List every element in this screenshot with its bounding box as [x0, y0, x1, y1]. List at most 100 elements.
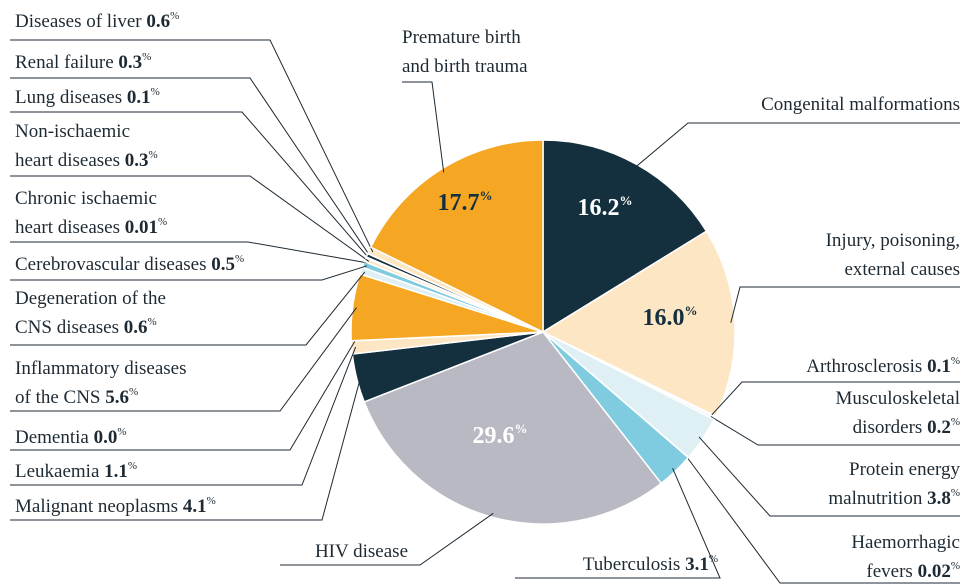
unit: %: [158, 216, 167, 228]
unit: %: [207, 495, 216, 507]
value-label: 0.02: [918, 561, 951, 582]
label-text: heart diseases: [15, 217, 120, 238]
value-label: 0.3: [125, 150, 149, 171]
label-text: Injury, poisoning,: [826, 230, 960, 251]
value-label: 17.7: [438, 190, 480, 216]
leader-line: [634, 122, 960, 169]
unit: %: [142, 51, 151, 63]
unit: %: [951, 487, 960, 499]
label-text: fevers: [866, 561, 912, 582]
leader-line: [10, 265, 368, 281]
slice-label: heart diseases 0.01%: [15, 216, 167, 238]
slice-label: Lung diseases 0.1%: [15, 86, 160, 108]
label-text: Malignant neoplasms: [15, 496, 178, 517]
unit: %: [709, 553, 718, 565]
leader-line: [711, 381, 960, 416]
value-label: 0.1: [927, 356, 951, 377]
value-label: 16.2: [578, 195, 620, 221]
label-text: Diseases of liver: [15, 11, 142, 32]
leader-line: [684, 454, 960, 584]
label-text: Cerebrovascular diseases: [15, 254, 207, 275]
unit: %: [235, 253, 244, 265]
unit: %: [117, 426, 126, 438]
pie-slice: [542, 139, 708, 334]
unit: %: [951, 355, 960, 367]
slice-label: Congenital malformations: [761, 94, 960, 115]
leader-line: [10, 241, 369, 264]
slice-label: malnutrition 3.8%: [828, 487, 960, 509]
leader-line: [10, 111, 371, 260]
leader-line: [280, 512, 494, 566]
slice-label: Dementia 0.0%: [15, 426, 127, 448]
unit: %: [129, 386, 138, 398]
slice-value: 16.0%: [643, 303, 698, 331]
slice-label: Chronic ischaemic: [15, 188, 157, 209]
slice-label: Tuberculosis 3.1%: [583, 553, 718, 575]
unit: %: [515, 421, 528, 436]
leader-line: [698, 436, 960, 517]
slice-label: Cerebrovascular diseases 0.5%: [15, 253, 244, 275]
unit: %: [147, 316, 156, 328]
slice-label: fevers 0.02%: [866, 560, 960, 582]
leader-line: [710, 416, 960, 446]
value-label: 16.0: [643, 305, 685, 331]
label-text: Protein energy: [849, 459, 960, 480]
pie-slice: [363, 331, 663, 525]
slice-label: Renal failure 0.3%: [15, 51, 151, 73]
label-text: CNS diseases: [15, 317, 119, 338]
unit: %: [170, 10, 179, 22]
unit: %: [151, 86, 160, 98]
label-text: Degeneration of the: [15, 288, 166, 309]
slice-label: external causes: [844, 259, 960, 280]
slice-label: Diseases of liver 0.6%: [15, 10, 179, 32]
label-text: of the CNS: [15, 387, 101, 408]
slice-label: and birth trauma: [402, 56, 528, 77]
slice-label: CNS diseases 0.6%: [15, 316, 157, 338]
label-text: Chronic ischaemic: [15, 188, 157, 209]
value-label: 0.1: [127, 87, 151, 108]
label-text: HIV disease: [315, 541, 408, 562]
slice-value: 16.2%: [578, 193, 633, 221]
label-text: malnutrition: [828, 488, 922, 509]
leader-line: [730, 286, 960, 323]
slice-label: Inflammatory diseases: [15, 358, 186, 379]
label-text: Dementia: [15, 427, 89, 448]
label-text: heart diseases: [15, 150, 120, 171]
label-text: Inflammatory diseases: [15, 358, 186, 379]
slice-label: Arthrosclerosis 0.1%: [806, 355, 960, 377]
unit: %: [148, 149, 157, 161]
pie-slice: [369, 139, 544, 334]
leader-line: [515, 468, 721, 579]
slice-label: Premature birth: [402, 27, 521, 48]
value-label: 0.6: [124, 317, 148, 338]
value-label: 3.1: [685, 554, 709, 575]
slice-label: Haemorrhagic: [851, 532, 960, 553]
slice-value: 17.7%: [438, 188, 493, 216]
value-label: 0.2: [927, 417, 951, 438]
leader-line: [10, 39, 374, 253]
leader-line: [10, 175, 370, 262]
value-label: 0.6: [146, 11, 170, 32]
label-text: Premature birth: [402, 27, 521, 48]
value-label: 0.0: [94, 427, 118, 448]
unit: %: [951, 416, 960, 428]
unit: %: [685, 303, 698, 318]
leader-line: [402, 81, 445, 173]
pie-slice: [541, 230, 736, 418]
slice-label: Degeneration of the: [15, 288, 166, 309]
leader-line: [10, 271, 366, 346]
value-label: 5.6: [105, 387, 129, 408]
unit: %: [951, 560, 960, 572]
slice-label: Protein energy: [849, 459, 960, 480]
label-text: Musculoskeletal: [835, 388, 960, 409]
slice-label: Non-ischaemic: [15, 121, 130, 142]
label-text: Lung diseases: [15, 87, 122, 108]
slice-label: disorders 0.2%: [853, 416, 960, 438]
label-text: Arthrosclerosis: [806, 356, 922, 377]
value-label: 1.1: [104, 461, 128, 482]
slice-label: HIV disease: [315, 541, 408, 562]
slice-label: Injury, poisoning,: [826, 230, 960, 251]
value-label: 29.6: [473, 423, 515, 449]
label-text: Haemorrhagic: [851, 532, 960, 553]
